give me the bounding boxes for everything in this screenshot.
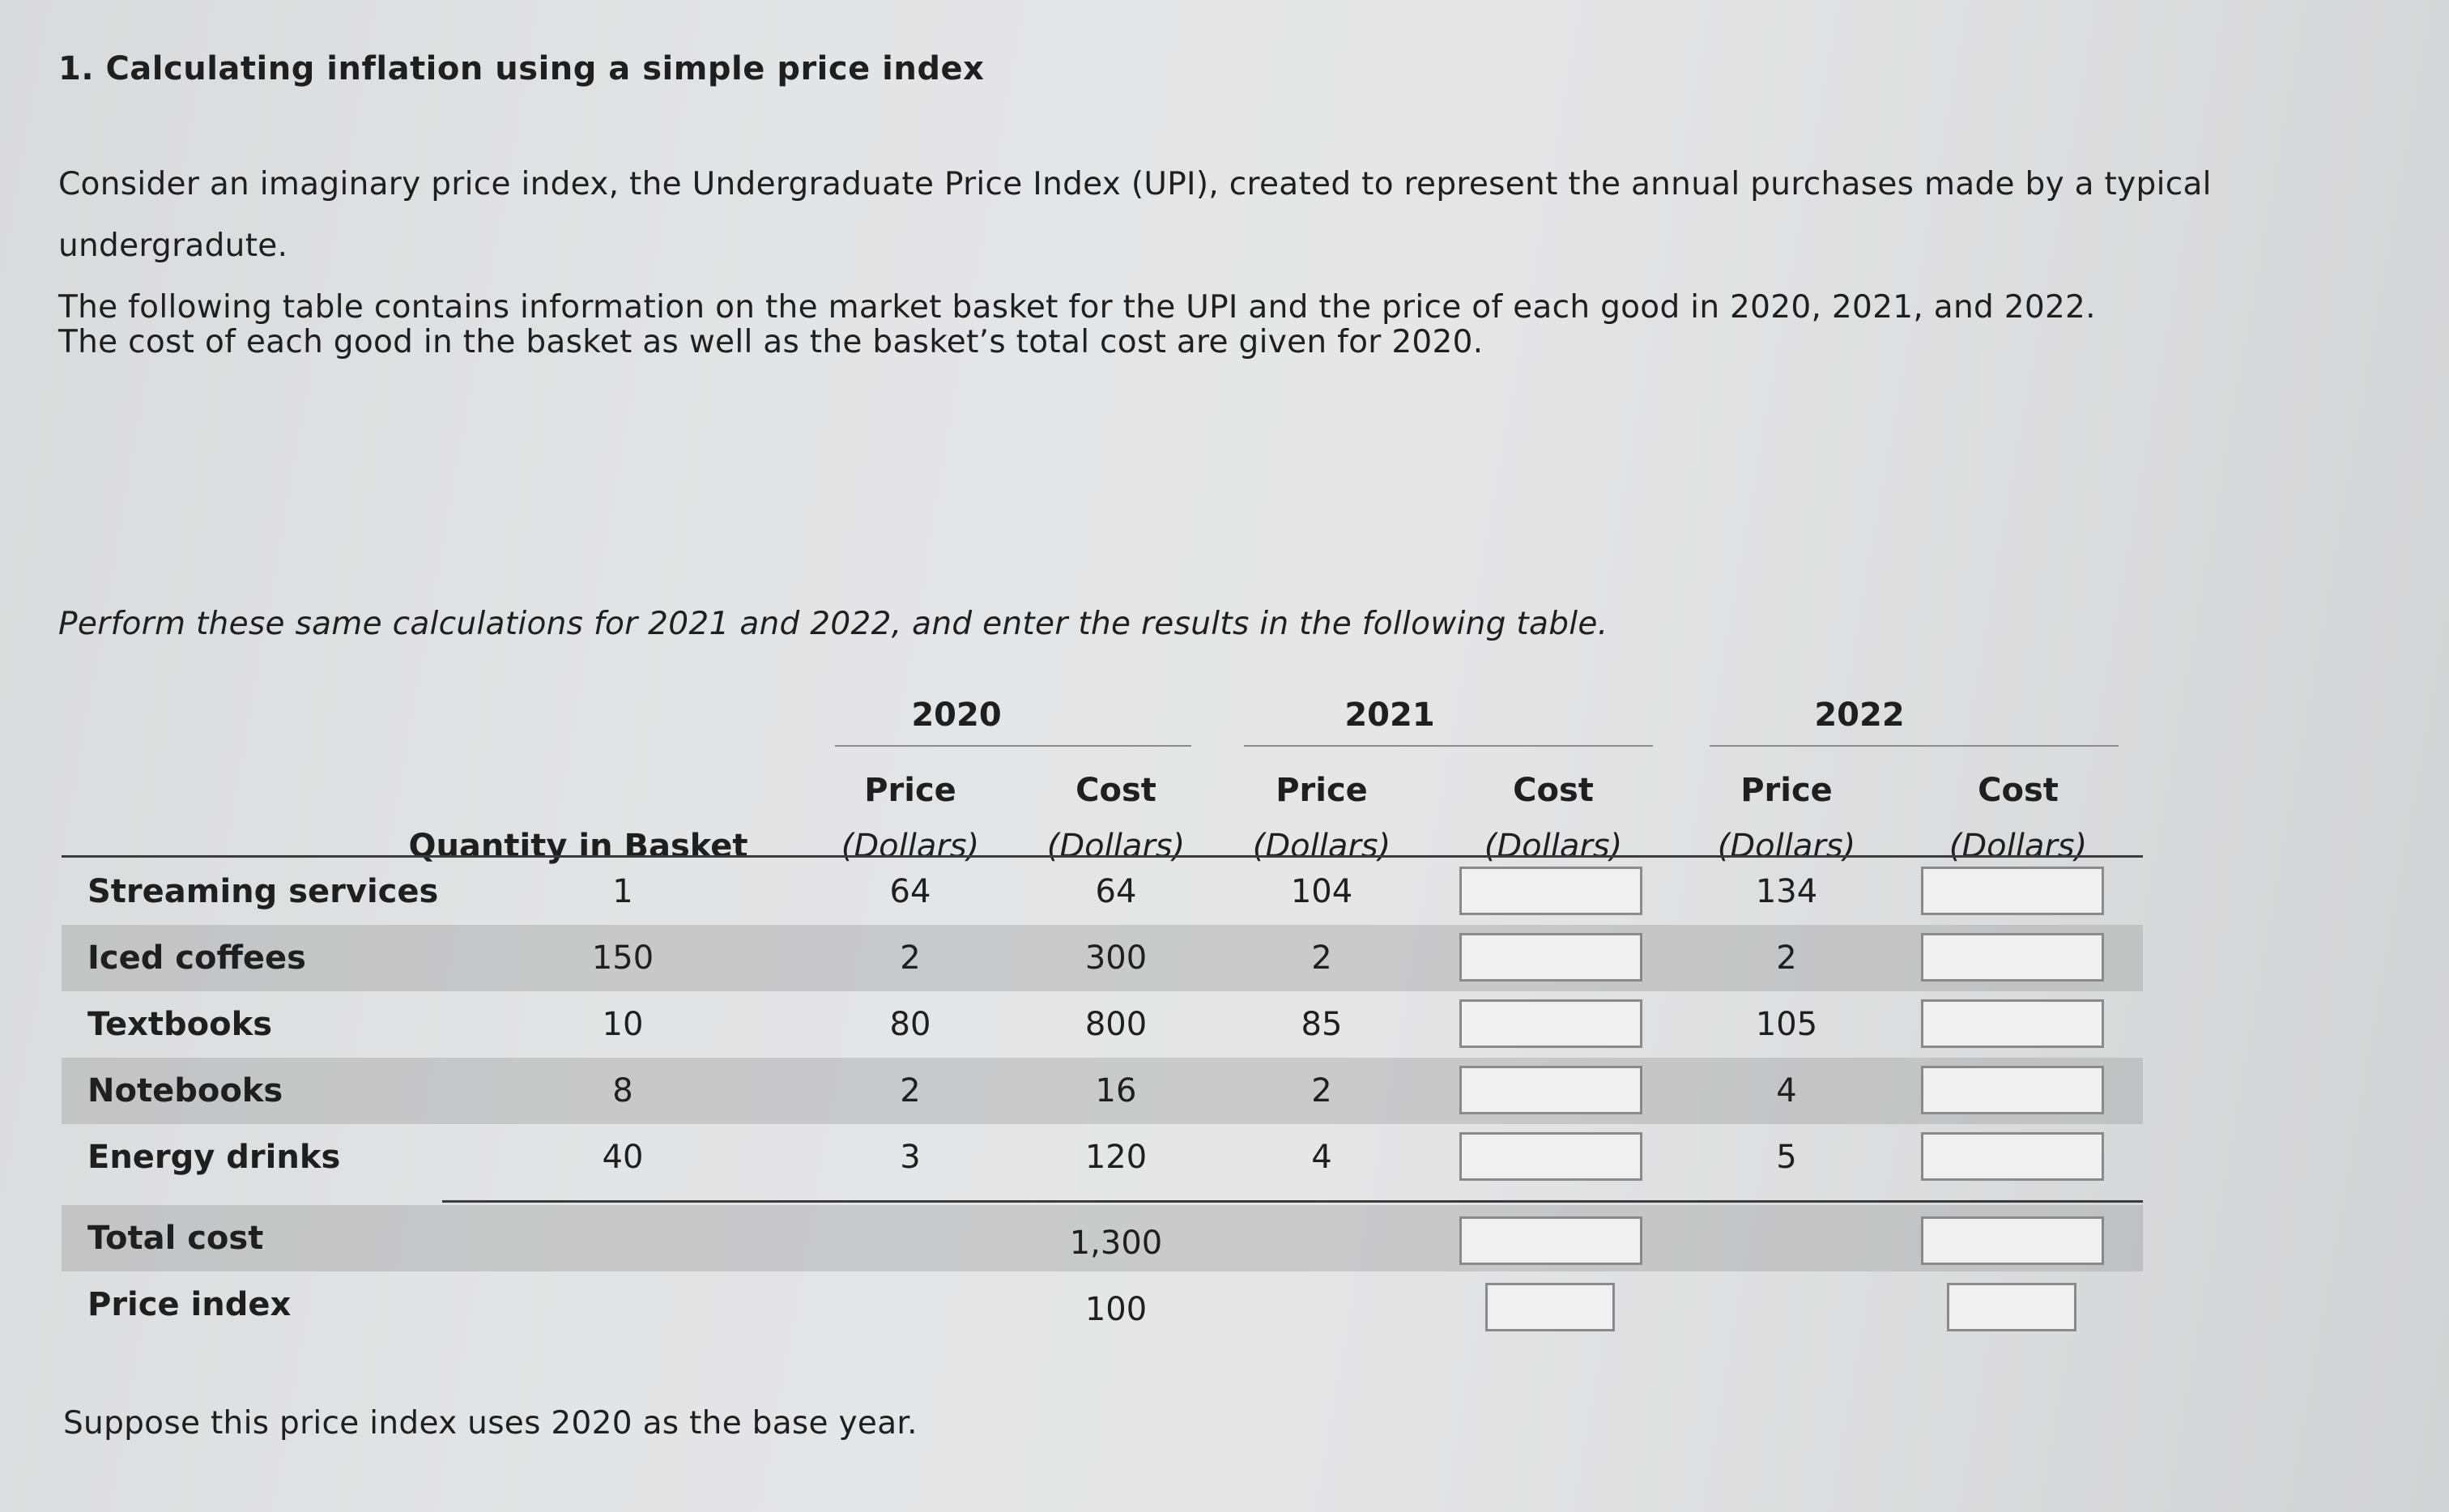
- year-header-2021: 2021: [1344, 696, 1435, 734]
- price-2022-cell: 2: [1776, 939, 1797, 977]
- price-index-label: Price index: [87, 1286, 292, 1323]
- cost-header-2020: Cost: [1075, 772, 1156, 809]
- cost-unit-2020: (Dollars): [1046, 828, 1186, 865]
- cost-unit-2021: (Dollars): [1484, 828, 1623, 865]
- price-2020-cell: 3: [900, 1139, 921, 1176]
- base-year-note: Suppose this price index uses 2020 as th…: [63, 1405, 918, 1442]
- cost-2022-input[interactable]: [1921, 1132, 2104, 1181]
- price-header-2020: Price: [864, 772, 956, 809]
- cost-2020-cell: 800: [1084, 1006, 1148, 1043]
- cost-2021-input[interactable]: [1459, 867, 1642, 915]
- price-2022-cell: 134: [1755, 873, 1818, 910]
- cost-2022-input[interactable]: [1921, 1066, 2104, 1114]
- row-label: Streaming services: [87, 873, 439, 910]
- quantity-header: Quantity in Basket: [408, 828, 748, 865]
- cost-2022-input[interactable]: [1921, 999, 2104, 1048]
- price-index-2022-input[interactable]: [1947, 1283, 2076, 1331]
- cost-2021-input[interactable]: [1459, 933, 1642, 982]
- price-header-2021: Price: [1276, 772, 1368, 809]
- intro-paragraph: Consider an imaginary price index, the U…: [58, 154, 2407, 339]
- cost-header-2021: Cost: [1513, 772, 1594, 809]
- total-cost-row: Total cost 1,300: [62, 1205, 2143, 1271]
- cost-2020-cell: 120: [1084, 1139, 1148, 1176]
- price-unit-2022: (Dollars): [1717, 828, 1856, 865]
- total-cost-2020: 1,300: [1069, 1225, 1163, 1262]
- table-row: Notebooks 8 2 16 2 4: [62, 1058, 2143, 1124]
- price-unit-2020: (Dollars): [841, 828, 980, 865]
- year-underline-2022: [1710, 745, 2119, 747]
- intro-line-1: Consider an imaginary price index, the U…: [58, 166, 2212, 264]
- qty-cell: 150: [591, 939, 654, 977]
- table-row: Iced coffees 150 2 300 2 2: [62, 925, 2143, 991]
- price-index-2020: 100: [1084, 1291, 1148, 1328]
- price-header-2022: Price: [1740, 772, 1833, 809]
- cost-2022-input[interactable]: [1921, 933, 2104, 982]
- year-underline-2020: [835, 745, 1191, 747]
- cost-2021-input[interactable]: [1459, 1066, 1642, 1114]
- cost-header-2022: Cost: [1978, 772, 2059, 809]
- total-cost-2021-input[interactable]: [1459, 1216, 1642, 1265]
- instruction-text: Perform these same calculations for 2021…: [58, 606, 1608, 642]
- total-rule: [442, 1200, 2143, 1203]
- qty-cell: 40: [602, 1139, 644, 1176]
- cost-2020-cell: 64: [1095, 873, 1137, 910]
- given-statement: The cost of each good in the basket as w…: [58, 324, 1484, 360]
- header-rule: [62, 855, 2143, 858]
- table-row: Energy drinks 40 3 120 4 5: [62, 1124, 2143, 1190]
- price-index-table: 2020 2021 2022 Quantity in Basket Price …: [62, 696, 2143, 1344]
- cost-unit-2022: (Dollars): [1949, 828, 2088, 865]
- cost-2020-cell: 16: [1095, 1072, 1137, 1110]
- row-label: Textbooks: [87, 1006, 273, 1043]
- total-cost-2022-input[interactable]: [1921, 1216, 2104, 1265]
- price-2022-cell: 5: [1776, 1139, 1797, 1176]
- year-header-2022: 2022: [1814, 696, 1905, 734]
- cost-2021-input[interactable]: [1459, 1132, 1642, 1181]
- year-header-2020: 2020: [911, 696, 1002, 734]
- table-row: Textbooks 10 80 800 85 105: [62, 991, 2143, 1058]
- price-2021-cell: 4: [1311, 1139, 1332, 1176]
- price-2020-cell: 64: [889, 873, 931, 910]
- price-2022-cell: 4: [1776, 1072, 1797, 1110]
- row-label: Energy drinks: [87, 1139, 341, 1176]
- row-label: Notebooks: [87, 1072, 283, 1110]
- qty-cell: 1: [612, 873, 633, 910]
- year-underline-2021: [1244, 745, 1653, 747]
- cost-2021-input[interactable]: [1459, 999, 1642, 1048]
- cost-2020-cell: 300: [1084, 939, 1148, 977]
- price-2020-cell: 2: [900, 1072, 921, 1110]
- price-unit-2021: (Dollars): [1252, 828, 1391, 865]
- table-row: Streaming services 1 64 64 104 134: [62, 858, 2143, 925]
- price-2021-cell: 2: [1311, 1072, 1332, 1110]
- cost-2022-input[interactable]: [1921, 867, 2104, 915]
- price-2020-cell: 2: [900, 939, 921, 977]
- price-index-2021-input[interactable]: [1485, 1283, 1615, 1331]
- price-2022-cell: 105: [1755, 1006, 1818, 1043]
- total-cost-label: Total cost: [87, 1220, 264, 1257]
- qty-cell: 10: [602, 1006, 644, 1043]
- price-2020-cell: 80: [889, 1006, 931, 1043]
- price-2021-cell: 104: [1290, 873, 1353, 910]
- price-index-row: Price index 100: [62, 1271, 2143, 1338]
- price-2021-cell: 85: [1301, 1006, 1343, 1043]
- intro-line-2: The following table contains information…: [58, 289, 2096, 326]
- row-label: Iced coffees: [87, 939, 306, 977]
- question-title: 1. Calculating inflation using a simple …: [58, 50, 985, 87]
- price-2021-cell: 2: [1311, 939, 1332, 977]
- qty-cell: 8: [612, 1072, 633, 1110]
